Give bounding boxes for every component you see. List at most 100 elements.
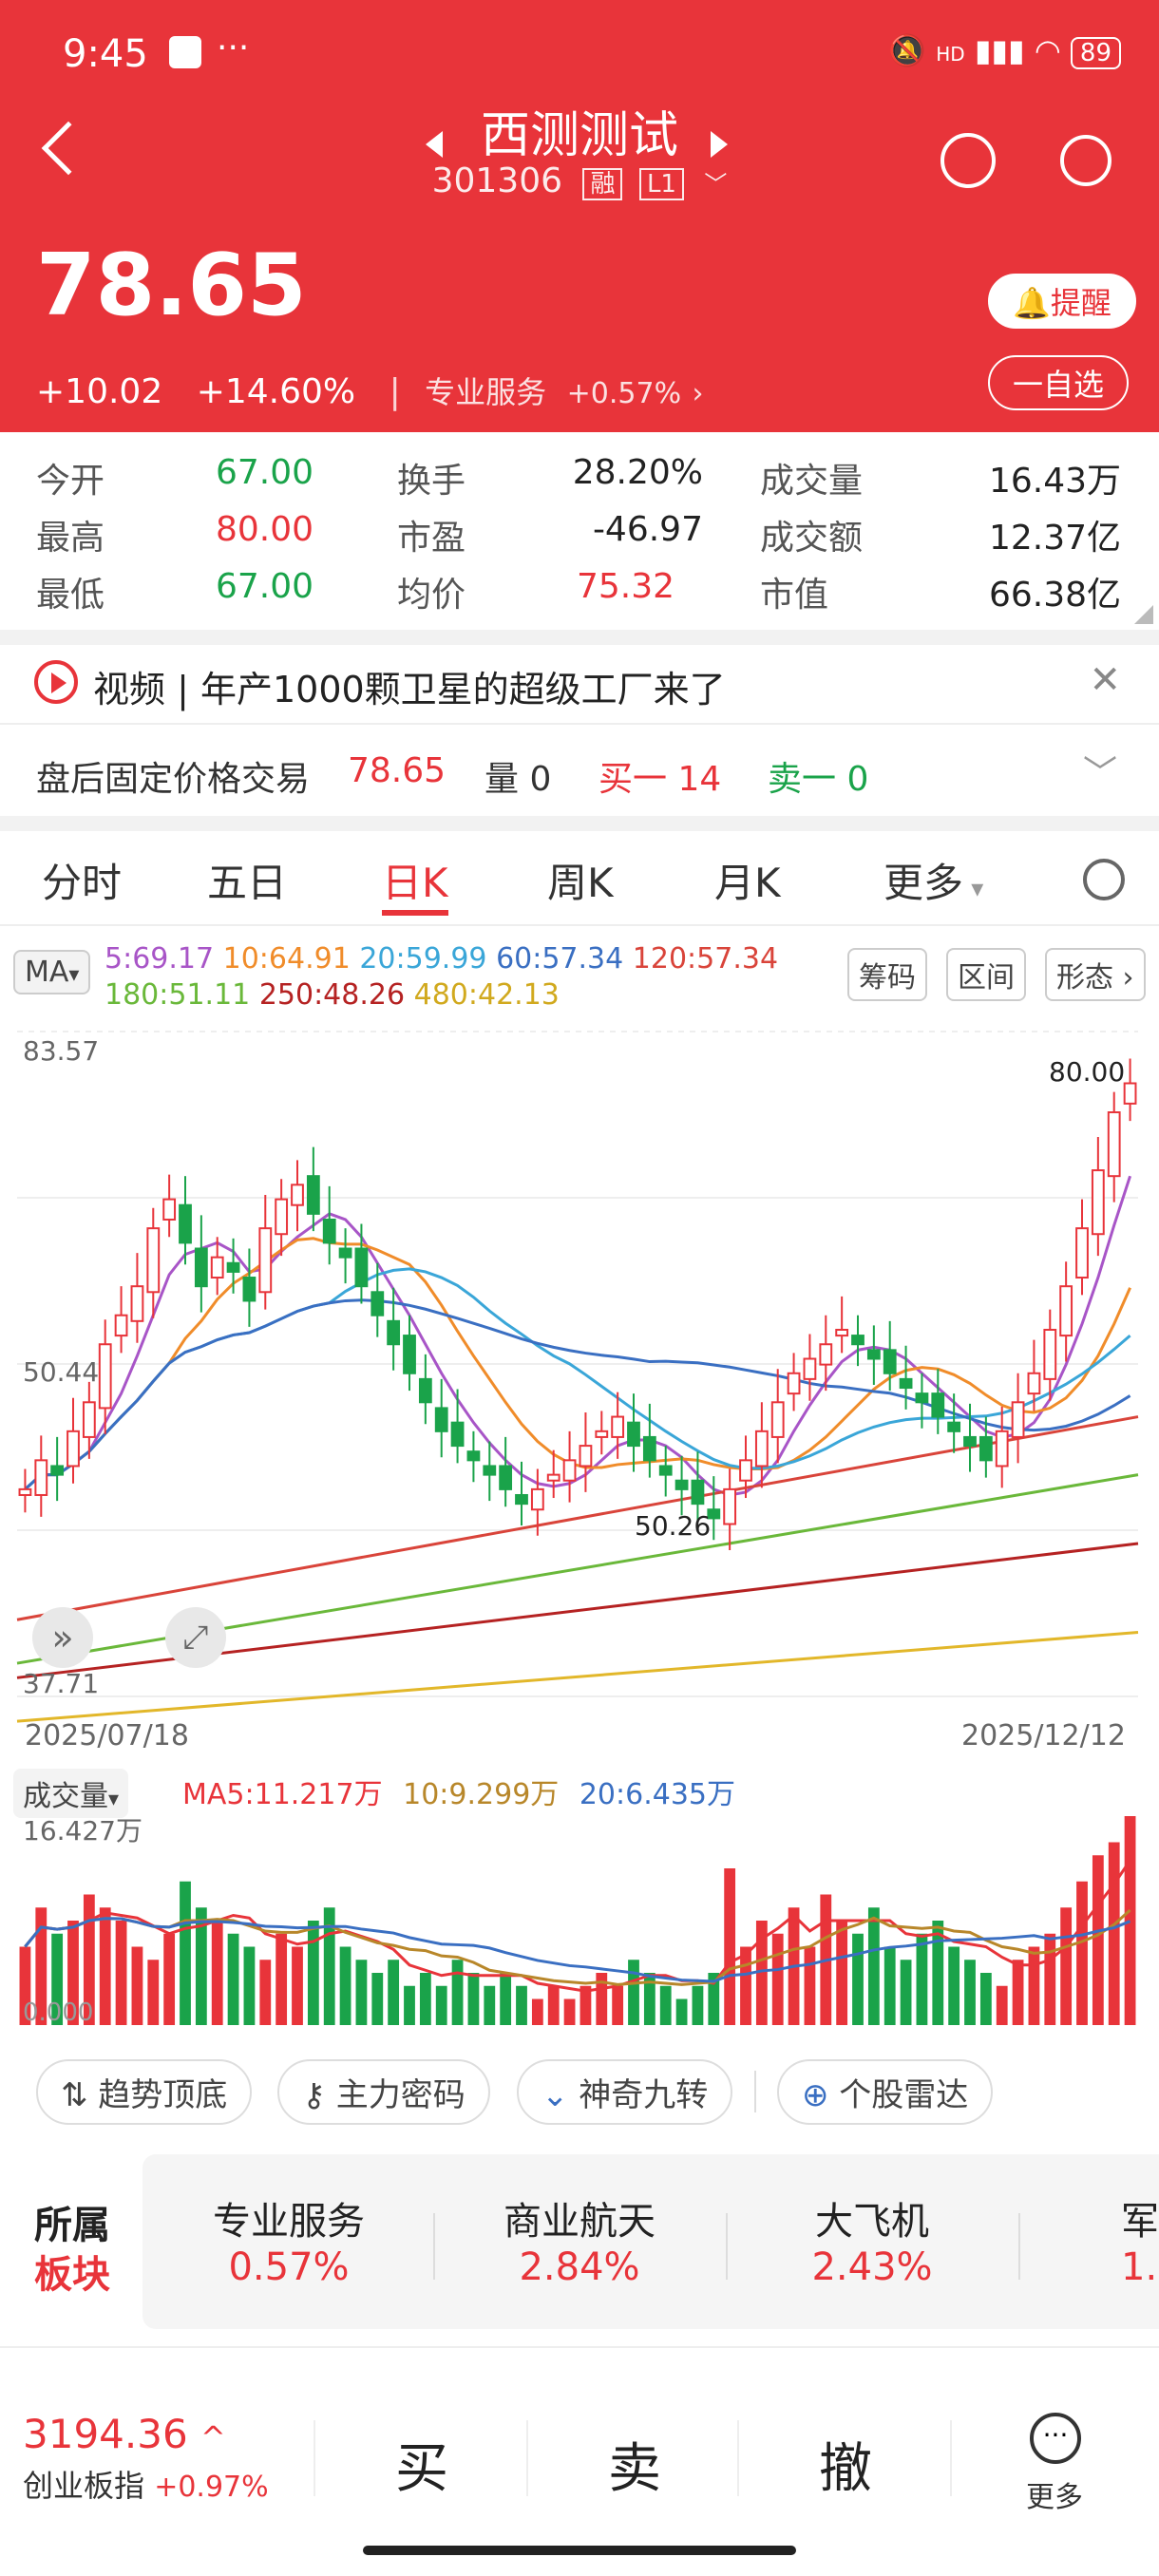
candle-body: [306, 1175, 320, 1215]
tab-monthly-k[interactable]: 月K: [714, 860, 781, 906]
volume-bar: [1044, 1933, 1056, 2025]
candle-body: [466, 1450, 481, 1462]
tool-stock-radar[interactable]: ⊕ 个股雷达: [777, 2059, 994, 2125]
ma10-value: 10:64.91: [222, 942, 351, 975]
tool-label: 个股雷达: [839, 2076, 969, 2114]
high-label: 最高: [36, 519, 105, 558]
index-value[interactable]: 3194.36 ^: [23, 2411, 226, 2457]
candle-body: [34, 1459, 48, 1496]
sector-item[interactable]: 商业航天 2.84%: [458, 2190, 701, 2289]
volume-bar: [292, 1946, 303, 2025]
candle-body: [1011, 1401, 1025, 1438]
prev-stock-icon[interactable]: [426, 131, 443, 158]
index-name-row: 创业板指 +0.97%: [23, 2462, 269, 2506]
sector-item[interactable]: 大飞机 2.43%: [750, 2190, 994, 2289]
volume-selector[interactable]: 成交量▾: [13, 1769, 129, 1818]
radar-icon: ⊕: [802, 2076, 840, 2114]
index-pct: +0.97%: [154, 2471, 269, 2504]
change-value: +10.02: [36, 372, 163, 411]
sell-button[interactable]: 卖: [608, 2438, 661, 2500]
avg-label: 均价: [397, 576, 466, 615]
candle-body: [82, 1401, 96, 1438]
volume-bar: [867, 1907, 880, 2025]
sector-item[interactable]: 军 1.7: [1121, 2190, 1159, 2289]
candle-body: [179, 1203, 192, 1244]
volume-bar: [35, 1907, 48, 2025]
tab-daily-k[interactable]: 日K: [382, 860, 448, 906]
wave-icon: ⌄: [542, 2076, 580, 2114]
separator: [0, 816, 1159, 831]
range-button[interactable]: 区间: [946, 948, 1026, 1001]
volume-bar: [227, 1933, 239, 2025]
play-icon: [34, 660, 78, 704]
candle-body: [242, 1277, 256, 1302]
volume-bar: [276, 1933, 288, 2025]
tab-intraday[interactable]: 分时: [42, 860, 123, 906]
tool-trend-top-bottom[interactable]: ⇅ 趋势顶底: [36, 2059, 253, 2125]
stock-code: 301306: [431, 161, 563, 200]
indicator-selector[interactable]: MA▾: [13, 950, 91, 994]
next-stock-icon[interactable]: [711, 131, 728, 158]
candle-body: [1107, 1111, 1121, 1178]
home-indicator: [363, 2546, 796, 2555]
ma-line-2: 180:51.11 250:48.26 480:42.13: [104, 978, 560, 1012]
volume-bar: [804, 1946, 816, 2025]
tab-five-day[interactable]: 五日: [207, 860, 288, 906]
low-marker: 50.26: [635, 1510, 712, 1542]
tool-label: 主力密码: [335, 2076, 466, 2114]
more-icon[interactable]: ···: [1030, 2413, 1081, 2464]
candle-body: [611, 1415, 625, 1438]
sector-link[interactable]: 专业服务: [425, 374, 547, 410]
news-banner[interactable]: 视频 | 年产1000颗卫星的超级工厂来了 ✕: [0, 645, 1159, 725]
afterhours-row[interactable]: 盘后固定价格交易 78.65 量 0 买一 14 卖一 0 ﹀: [0, 725, 1159, 816]
pattern-button[interactable]: 形态 ›: [1045, 948, 1146, 1001]
tool-main-code[interactable]: ⚷ 主力密码: [277, 2059, 490, 2125]
search-icon[interactable]: [1060, 135, 1112, 186]
watchlist-button[interactable]: 一自选: [988, 355, 1130, 410]
volume-bar: [147, 1960, 160, 2025]
afterhours-buy: 买一 14: [598, 760, 722, 799]
close-icon[interactable]: ✕: [1089, 658, 1121, 702]
candlestick-chart[interactable]: [10, 1022, 1150, 1744]
buy-button[interactable]: 买: [395, 2438, 448, 2500]
sector-name: 大飞机: [815, 2200, 929, 2244]
tab-weekly-k[interactable]: 周K: [547, 860, 614, 906]
cancel-button[interactable]: 撤: [819, 2438, 872, 2500]
ma60-line: [24, 1298, 1131, 1490]
sector-item[interactable]: 专业服务 0.57%: [167, 2190, 410, 2289]
candle-body: [915, 1392, 929, 1404]
candle-body: [338, 1247, 352, 1259]
volume-chart[interactable]: [10, 1805, 1150, 2033]
refresh-icon[interactable]: [940, 133, 996, 188]
volume-bottom-label: 0.000: [23, 1998, 94, 2027]
chevron-down-icon[interactable]: ﹀: [1082, 754, 1117, 793]
volume-bar: [692, 1985, 704, 2025]
y-bottom-label: 37.71: [23, 1668, 100, 1699]
tab-more[interactable]: 更多 ▾: [884, 851, 983, 909]
x-start-label: 2025/07/18: [25, 1719, 189, 1752]
volume-bar: [83, 1894, 95, 2025]
low-label: 最低: [36, 576, 105, 615]
divider: [726, 2213, 728, 2280]
volume-bar: [771, 1933, 784, 2025]
chevron-down-icon[interactable]: ﹀: [704, 171, 728, 198]
volume-bar: [419, 1973, 431, 2025]
candle-body: [883, 1349, 897, 1374]
candle-body: [18, 1487, 32, 1496]
candle-body: [819, 1343, 833, 1366]
chip-button[interactable]: 筹码: [847, 948, 927, 1001]
volume-bar: [979, 1973, 992, 2025]
expand-corner-icon[interactable]: [1134, 605, 1153, 624]
tool-magic-nine[interactable]: ⌄ 神奇九转: [517, 2059, 733, 2125]
fullscreen-icon[interactable]: ⤢: [165, 1607, 226, 1668]
settings-icon[interactable]: [1083, 859, 1125, 900]
candle-body: [931, 1392, 945, 1418]
expand-chart-icon[interactable]: »: [32, 1607, 93, 1668]
candle-body: [866, 1349, 881, 1360]
candle-body: [434, 1407, 448, 1432]
y-top-label: 83.57: [23, 1035, 100, 1067]
volume-bar: [596, 1973, 608, 2025]
remind-button[interactable]: 🔔提醒: [988, 274, 1136, 329]
candle-body: [1075, 1227, 1089, 1279]
